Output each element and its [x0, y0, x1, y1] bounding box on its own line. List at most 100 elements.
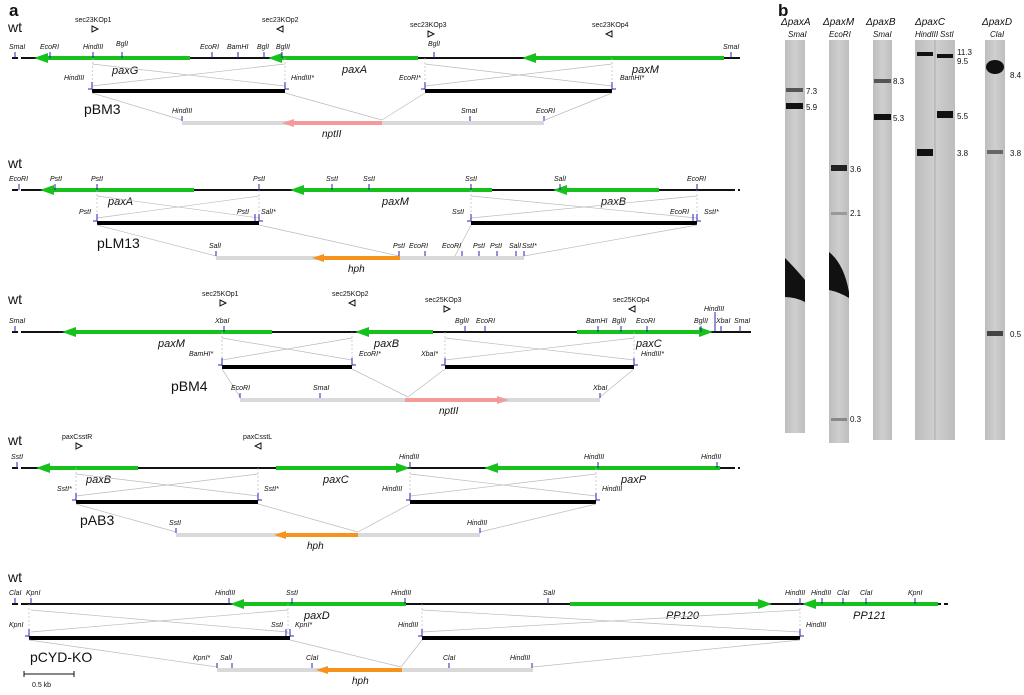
band-size: 5.5 [957, 112, 969, 121]
marker-arrow [405, 396, 509, 404]
blot-gene-label: ΔpaxA [780, 17, 811, 28]
scale-bar: 0.5 kb [23, 671, 75, 689]
vector-guides [96, 224, 698, 257]
marker-label: nptII [322, 129, 342, 140]
gene-label: paxB [600, 196, 626, 208]
site-label: HindIII* [291, 75, 314, 82]
site-label: SalI* [261, 209, 276, 216]
wt-label: wt [7, 432, 22, 448]
insert-sites [25, 629, 804, 637]
site-label: HindIII [785, 590, 805, 597]
primer-markers: sec25KOp1 sec25KOp2 sec25KOp3 sec25KOp4 [202, 291, 650, 313]
primer-arrow-icon [275, 25, 284, 33]
site-label: SstI* [264, 486, 279, 493]
band-size: 3.6 [850, 165, 862, 174]
primer-markers: paxCsstR paxCsstL [62, 434, 272, 450]
gene-arrow [62, 327, 272, 337]
gene-label: PP121 [853, 610, 886, 622]
primer-arrow-icon [427, 30, 436, 38]
insert-fragment [425, 89, 612, 93]
primer-arrow-icon [219, 299, 228, 307]
site-label: SmaI [9, 318, 25, 325]
gene-arrow [577, 327, 713, 337]
site-label: HindIII [602, 486, 622, 493]
site-label: EcoRI [670, 209, 689, 216]
blot-enzyme-label: EcoRI [829, 30, 852, 39]
site-label: XbaI* [420, 351, 438, 358]
site-label: SalI [554, 176, 566, 183]
site-label: EcoRI* [399, 75, 421, 82]
site-label: BglII [694, 318, 708, 325]
band-size: 2.1 [850, 209, 862, 218]
primer-label: sec23KOp2 [262, 17, 299, 24]
recombination-cross [96, 190, 698, 222]
construct-plm13: wt paxA paxM paxB EcoRI PstI PstI PstI S… [7, 155, 740, 275]
site-label: BamHI* [189, 351, 213, 358]
recombination-cross [221, 332, 635, 366]
construct-pab3: wt paxCsstR paxCsstL paxB paxC paxP SstI… [7, 432, 740, 552]
wt-sites [18, 184, 698, 190]
gene-arrow [290, 185, 492, 195]
gene-label: paxB [373, 338, 399, 350]
blot-gene-label: ΔpaxM [822, 17, 855, 28]
site-label: PstI [253, 176, 265, 183]
site-label: PstI [91, 176, 103, 183]
vector-guides [91, 92, 613, 121]
site-label: HindIII [701, 454, 721, 461]
wt-sites [14, 312, 741, 332]
site-label: EcoRI [9, 176, 28, 183]
gene-arrow [268, 53, 418, 63]
primer-arrow-icon [91, 25, 100, 33]
site-label: HindIII [382, 486, 402, 493]
plasmid-name: pCYD-KO [30, 649, 92, 665]
site-label: HindIII [806, 622, 826, 629]
site-label: EcoRI [40, 44, 59, 51]
construct-pbm3: wt sec23KOp1 sec23KOp2 sec23KOp3 sec23KO… [7, 17, 740, 140]
wt-label: wt [7, 291, 22, 307]
wt-sites [14, 52, 732, 58]
site-label: SmaI [9, 44, 25, 51]
recombination-cross [75, 468, 597, 502]
blot-lane: ΔpaxC HindIII SstI 11.3 9.5 5.5 3.8 [914, 17, 973, 440]
site-label: KpnI [26, 590, 40, 597]
blot-lane: ΔpaxB SmaI 8.3 5.3 [865, 17, 905, 440]
primer-label: sec25KOp3 [425, 297, 462, 304]
site-label: SmaI [723, 44, 739, 51]
insert-fragment [222, 365, 352, 369]
insert-fragment [92, 89, 285, 93]
site-label: ClaI [860, 590, 873, 597]
recombination-cross [91, 57, 613, 91]
site-label: SalI [543, 590, 555, 597]
site-label: EcoRI [442, 243, 461, 250]
vector-sites [239, 393, 601, 398]
marker-label: hph [352, 676, 369, 687]
construct-pbm4: wt sec25KOp1 sec25KOp2 sec25KOp3 sec25KO… [7, 291, 752, 417]
primer-label: sec25KOp2 [332, 291, 369, 298]
plasmid-name: pAB3 [80, 512, 114, 528]
gene-label: paxD [303, 610, 330, 622]
site-label: HindIII [215, 590, 235, 597]
site-label: HindIII [584, 454, 604, 461]
site-label: XbaI [214, 318, 229, 325]
site-label: ClaI [9, 590, 22, 597]
site-label: HindIII [172, 108, 192, 115]
insert-fragment [29, 636, 290, 640]
blot-enzyme-label: SstI [940, 30, 955, 39]
site-label: SmaI [461, 108, 477, 115]
primer-label: sec25KOp4 [613, 297, 650, 304]
band-size: 7.3 [806, 87, 818, 96]
site-label: PstI [50, 176, 62, 183]
blot-lane: ΔpaxD ClaI 8.4 3.8 0.5 [981, 17, 1022, 440]
blot-enzyme-label: SmaI [788, 30, 807, 39]
site-label: EcoRI [200, 44, 219, 51]
gene-label: paxG [111, 65, 139, 77]
site-label: BamHI* [620, 75, 644, 82]
vector-sites [215, 251, 525, 256]
gene-arrow [802, 599, 938, 609]
site-label: SstI [286, 590, 298, 597]
wt-sites [16, 462, 718, 468]
marker-label: hph [307, 541, 324, 552]
gene-arrow [34, 53, 190, 63]
blot-lane: ΔpaxM EcoRI 3.6 2.1 0.3 [822, 17, 862, 443]
